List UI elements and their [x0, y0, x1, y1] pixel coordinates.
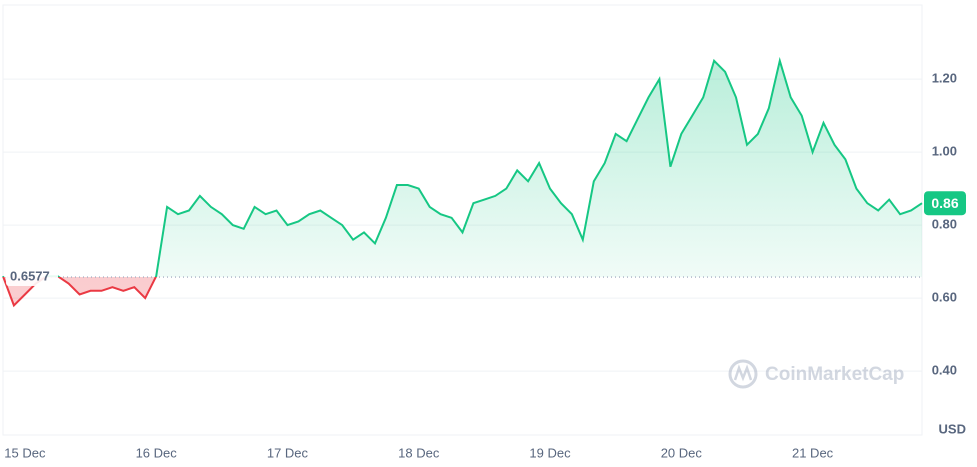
reference-label: 0.6577 [10, 268, 50, 283]
watermark: CoinMarketCap [728, 359, 904, 389]
y-tick-label: 0.40 [932, 363, 957, 378]
current-price-label: 0.86 [931, 195, 958, 211]
y-tick-label: 0.80 [932, 217, 957, 232]
x-tick-label: 17 Dec [267, 445, 309, 460]
line-up [2, 56, 923, 278]
x-tick-label: 20 Dec [661, 445, 703, 460]
y-unit: USD [939, 421, 966, 436]
x-tick-label: 19 Dec [529, 445, 571, 460]
y-tick-label: 1.00 [932, 144, 957, 159]
watermark-text: CoinMarketCap [765, 364, 904, 385]
current-price-badge [924, 191, 966, 216]
y-tick-label: 0.60 [932, 290, 957, 305]
x-tick-label: 21 Dec [792, 445, 834, 460]
x-tick-label: 15 Dec [4, 445, 46, 460]
x-tick-label: 18 Dec [398, 445, 440, 460]
reference-label-bg [6, 268, 58, 287]
y-tick-label: 1.20 [932, 71, 957, 86]
x-tick-label: 16 Dec [136, 445, 178, 460]
area-down [3, 277, 156, 306]
area-up [3, 60, 922, 278]
